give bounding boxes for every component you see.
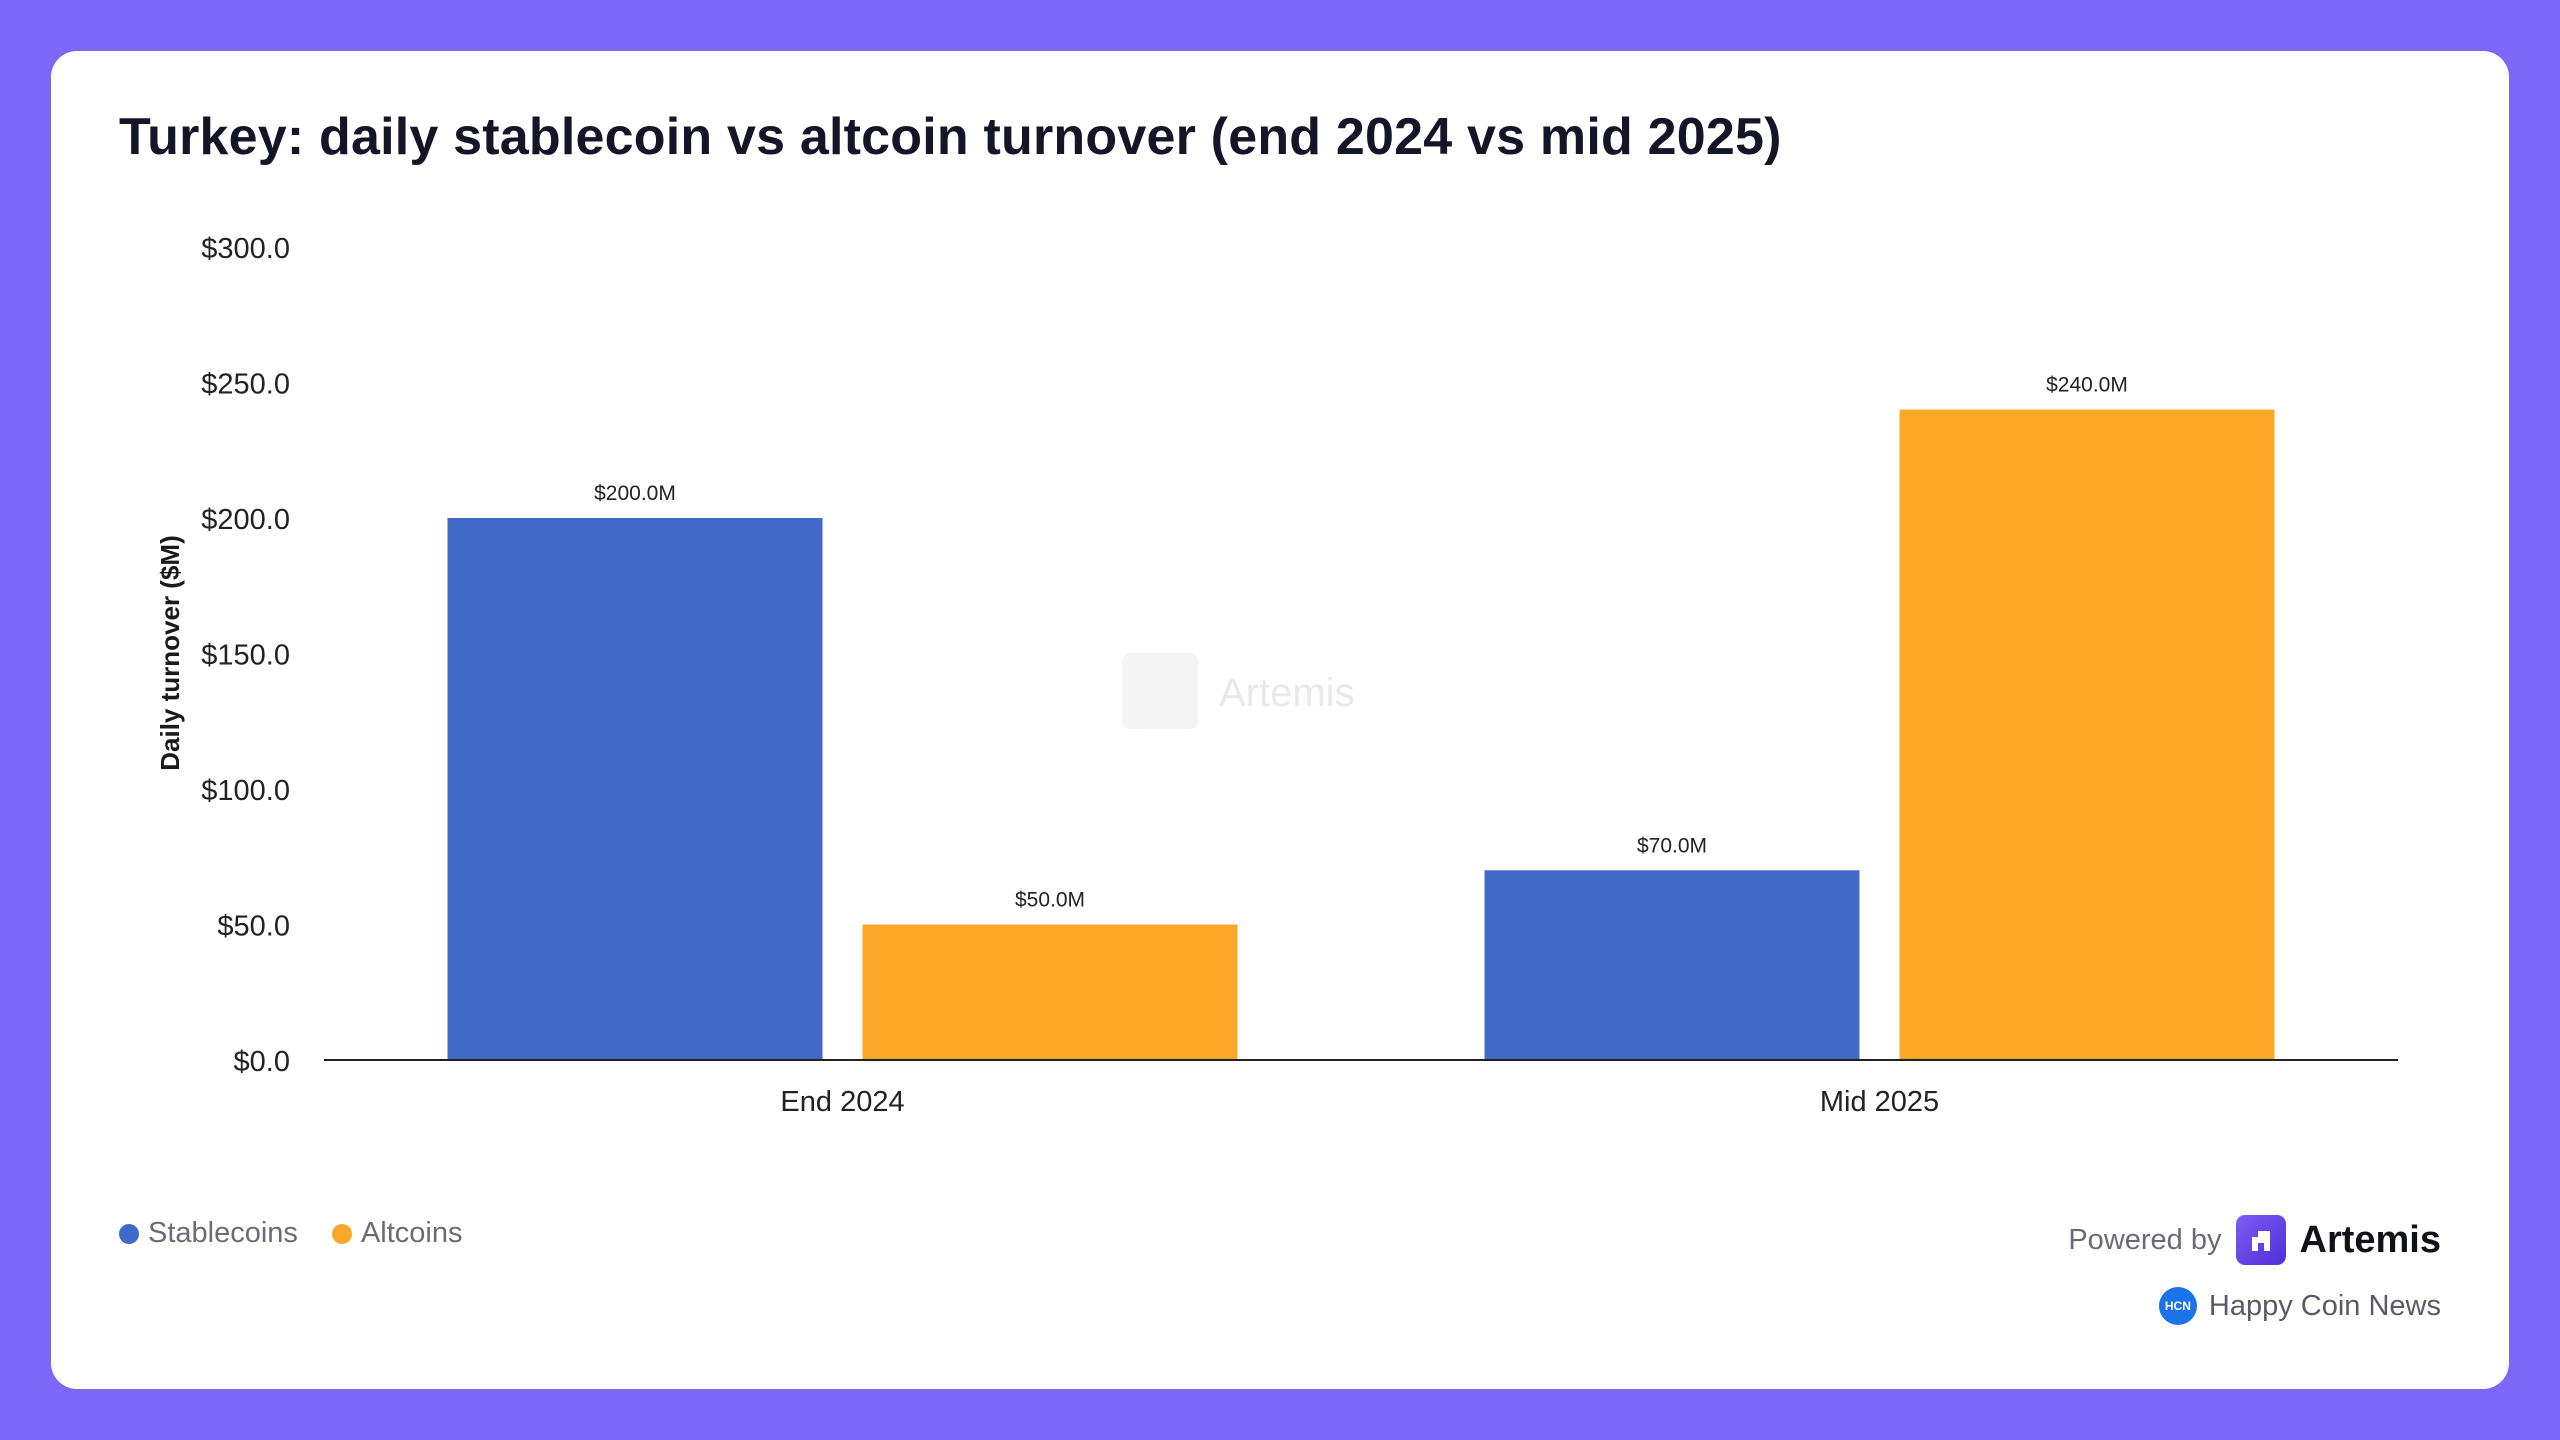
legend-label-stablecoins: Stablecoins [148, 1217, 298, 1249]
y-tick-label: $200.0 [201, 504, 290, 536]
chart-title: Turkey: daily stablecoin vs altcoin turn… [119, 108, 1782, 166]
y-tick-label: $100.0 [201, 775, 290, 807]
y-tick-label: $250.0 [201, 369, 290, 401]
bar-altcoins [862, 924, 1238, 1060]
powered-by-label: Powered by [2068, 1223, 2222, 1256]
bar-stablecoins [447, 518, 823, 1060]
watermark: Artemis [1122, 653, 1355, 729]
legend-swatch-stablecoins [119, 1223, 139, 1244]
legend-label-altcoins: Altcoins [360, 1217, 463, 1249]
bar-altcoins [1899, 409, 2275, 1061]
bar-chart: Artemis $0.0 $50.0 $100.0 $150.0 $200.0 $250.… [155, 233, 2398, 1118]
watermark-label: Artemis [1219, 671, 1355, 715]
legend-item-altcoins: Altcoins [331, 1217, 463, 1250]
bar-stablecoins [1484, 870, 1860, 1060]
y-tick-label: $50.0 [217, 911, 290, 943]
y-tick-label: $300.0 [201, 233, 290, 265]
y-tick-label: $0.0 [234, 1046, 290, 1078]
x-tick-label: End 2024 [780, 1086, 904, 1118]
publisher-credit: HCN Happy Coin News [2158, 1287, 2441, 1325]
data-label: $200.0M [594, 482, 676, 505]
legend: Stablecoins Altcoins [119, 1217, 496, 1250]
legend-swatch-altcoins [331, 1223, 352, 1244]
brand-name: Artemis [2299, 1218, 2442, 1261]
watermark-logo [1122, 653, 1198, 729]
data-label: $240.0M [2046, 374, 2128, 397]
legend-item-stablecoins: Stablecoins [119, 1217, 298, 1250]
x-tick-label: Mid 2025 [1820, 1086, 1939, 1118]
y-axis-label: Daily turnover ($M) [155, 535, 185, 771]
data-label: $70.0M [1637, 834, 1707, 857]
hcn-logo-icon: HCN [2158, 1287, 2197, 1325]
chart-card: Turkey: daily stablecoin vs altcoin turn… [51, 51, 2509, 1389]
publisher-name: Happy Coin News [2208, 1289, 2441, 1322]
powered-by: Powered by Artemis [2068, 1215, 2441, 1265]
artemis-logo-icon [2235, 1215, 2286, 1265]
y-tick-label: $150.0 [201, 640, 290, 672]
data-label: $50.0M [1015, 889, 1085, 912]
